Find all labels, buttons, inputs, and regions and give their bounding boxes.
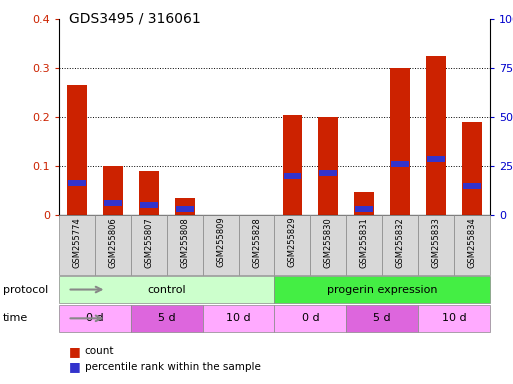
Bar (319, 117, 338, 215)
Bar (390, 68, 410, 215)
Text: GSM255833: GSM255833 (431, 217, 441, 268)
Bar (274, 305, 346, 332)
Bar (463, 183, 481, 189)
Bar (140, 202, 157, 208)
Bar (203, 305, 274, 332)
Bar (203, 215, 239, 275)
Bar (310, 215, 346, 275)
Bar (239, 215, 274, 275)
Bar (139, 171, 159, 215)
Bar (382, 215, 418, 275)
Bar (167, 215, 203, 275)
Bar (391, 161, 409, 167)
Bar (176, 206, 193, 212)
Bar (274, 215, 310, 275)
Text: 5 d: 5 d (373, 313, 391, 323)
Text: ■: ■ (69, 345, 81, 358)
Bar (462, 122, 482, 215)
Bar (418, 215, 454, 275)
Text: percentile rank within the sample: percentile rank within the sample (85, 362, 261, 372)
Text: GSM255774: GSM255774 (72, 217, 82, 268)
Bar (274, 276, 490, 303)
Text: GSM255809: GSM255809 (216, 217, 225, 267)
Text: GSM255829: GSM255829 (288, 217, 297, 267)
Bar (131, 305, 203, 332)
Text: GSM255806: GSM255806 (108, 217, 117, 268)
Bar (67, 85, 87, 215)
Bar (59, 305, 131, 332)
Bar (95, 215, 131, 275)
Bar (103, 166, 123, 215)
Bar (426, 56, 446, 215)
Text: 10 d: 10 d (226, 313, 251, 323)
Text: 0 d: 0 d (302, 313, 319, 323)
Text: 10 d: 10 d (442, 313, 466, 323)
Bar (418, 305, 490, 332)
Bar (346, 215, 382, 275)
Text: 0 d: 0 d (86, 313, 104, 323)
Bar (59, 215, 95, 275)
Bar (354, 192, 374, 215)
Text: 5 d: 5 d (158, 313, 175, 323)
Text: GDS3495 / 316061: GDS3495 / 316061 (69, 12, 201, 25)
Bar (68, 180, 86, 186)
Text: control: control (147, 285, 186, 295)
Bar (454, 215, 490, 275)
Bar (104, 200, 122, 206)
Bar (320, 170, 337, 176)
Text: count: count (85, 346, 114, 356)
Text: GSM255831: GSM255831 (360, 217, 369, 268)
Bar (131, 215, 167, 275)
Text: GSM255808: GSM255808 (180, 217, 189, 268)
Text: GSM255828: GSM255828 (252, 217, 261, 268)
Bar (356, 206, 373, 212)
Text: GSM255834: GSM255834 (467, 217, 477, 268)
Text: ■: ■ (69, 360, 81, 373)
Bar (427, 156, 445, 162)
Bar (284, 173, 301, 179)
Bar (283, 115, 302, 215)
Text: GSM255830: GSM255830 (324, 217, 333, 268)
Bar (59, 276, 274, 303)
Text: progerin expression: progerin expression (327, 285, 438, 295)
Text: GSM255832: GSM255832 (396, 217, 405, 268)
Text: protocol: protocol (3, 285, 48, 295)
Bar (346, 305, 418, 332)
Text: GSM255807: GSM255807 (144, 217, 153, 268)
Bar (175, 198, 194, 215)
Text: time: time (3, 313, 28, 323)
